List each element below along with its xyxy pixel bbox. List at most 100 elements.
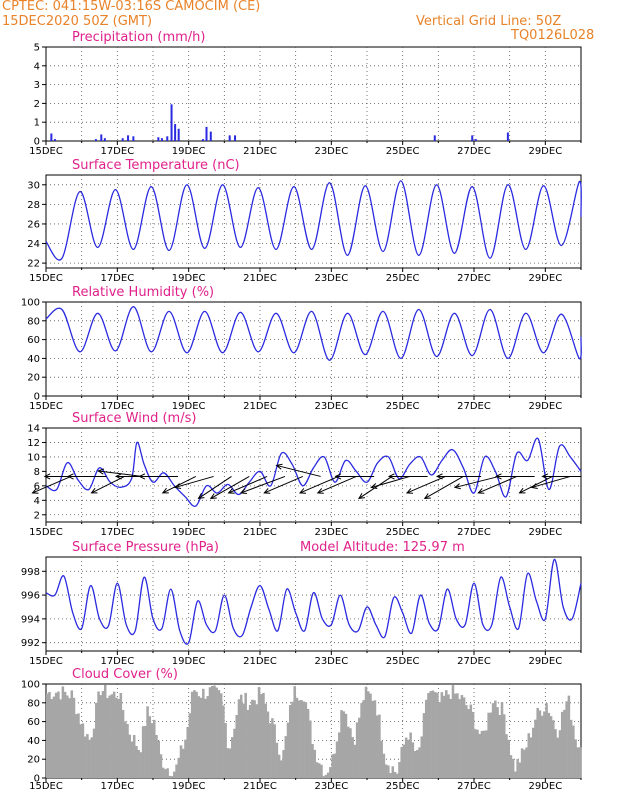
wind-vector-head — [66, 473, 74, 480]
humidity-ytick-label: 20 — [27, 373, 40, 384]
wind-vector-head — [197, 493, 205, 500]
precipitation-xtick-label: 27DEC — [457, 146, 491, 157]
cloud-bar — [101, 691, 105, 778]
cloud-bar — [280, 760, 283, 778]
cloud-bar — [331, 754, 334, 778]
cloud-bar — [271, 718, 274, 778]
cloud-bar — [496, 707, 499, 778]
cloud-bar — [186, 726, 189, 778]
cloud-bar — [222, 705, 225, 778]
cloud-bar — [453, 693, 457, 778]
cloud-bar — [193, 690, 196, 778]
cloud-bar — [264, 703, 267, 778]
cloud-ytick-label: 40 — [27, 736, 40, 747]
cloud-bar — [560, 711, 564, 778]
cloud-bar — [199, 697, 203, 778]
cloud-bar — [228, 748, 232, 778]
wind-vector-shaft — [98, 470, 143, 477]
cloud-bar — [188, 713, 192, 778]
precipitation-bar — [166, 136, 169, 141]
cloud-ytick-label: 100 — [21, 680, 40, 691]
cloud-bar — [476, 729, 479, 778]
cloud-bar — [117, 698, 120, 778]
cloud-bar — [387, 765, 390, 778]
wind-vector-shaft — [240, 475, 286, 494]
cloud-bar — [393, 771, 397, 778]
cloud-bar — [367, 691, 370, 778]
humidity-xtick-label: 27DEC — [457, 401, 491, 412]
cloud-bar — [360, 703, 363, 778]
cloud-bar — [545, 703, 548, 778]
precipitation-bar — [228, 135, 231, 141]
cloud-bar — [226, 748, 230, 778]
cloud-bar — [391, 766, 395, 778]
cloud-bar — [63, 691, 67, 778]
cloud-bar — [153, 719, 156, 778]
cloud-bar — [534, 719, 537, 778]
humidity-ytick-label: 60 — [27, 335, 40, 346]
cloud-bar — [284, 736, 288, 778]
cloud-bar — [61, 686, 65, 778]
cloud-bar — [175, 764, 178, 778]
temperature-series-line — [45, 180, 582, 261]
wind-vector-head — [90, 487, 98, 494]
cloud-bar — [315, 762, 319, 778]
cloud-bar — [128, 734, 132, 778]
humidity-xtick-label: 19DEC — [172, 401, 206, 412]
cloud-bar — [144, 726, 147, 778]
cloud-bar — [538, 710, 542, 778]
precipitation-ytick-label: 3 — [34, 80, 40, 91]
wind-vector-shaft — [174, 475, 214, 488]
cloud-bar — [547, 712, 551, 778]
cloud-bar — [369, 693, 372, 778]
wind-vector-shaft — [371, 475, 410, 488]
cloud-bar — [445, 690, 448, 778]
cloud-bar — [536, 707, 539, 778]
cloud-bar — [97, 691, 100, 778]
cloud-bar — [206, 696, 210, 778]
cloud-bar — [422, 713, 426, 778]
precipitation-bar — [506, 132, 509, 141]
wind-vector-shaft — [358, 476, 393, 499]
cloud-bar — [295, 697, 299, 778]
wind-vector-head — [387, 473, 395, 480]
cloud-bar — [511, 758, 515, 778]
cloud-bar — [416, 749, 419, 778]
cloud-bar — [429, 691, 432, 778]
wind-vector-head — [97, 468, 105, 475]
cloud-bar — [558, 730, 562, 778]
cloud-bar — [431, 690, 435, 778]
cloud-bar — [170, 776, 174, 778]
cloud-bar — [74, 714, 78, 778]
cloud-bar — [384, 764, 388, 778]
temperature-ytick-label: 24 — [27, 239, 40, 250]
cloud-bar — [500, 702, 504, 778]
cloud-xtick-label: 27DEC — [457, 781, 491, 792]
cloud-bar — [54, 692, 58, 778]
wind-vector-head — [334, 473, 342, 480]
wind-xtick-label: 27DEC — [457, 527, 491, 538]
wind-vector-head — [453, 483, 461, 490]
precipitation-bar — [177, 128, 180, 141]
cloud-bar — [106, 698, 109, 778]
wind-vector-head — [114, 473, 122, 480]
cloud-bar — [202, 688, 205, 778]
wind-vector-head — [435, 473, 443, 480]
cloud-bar — [505, 734, 508, 778]
cloud-bar — [50, 699, 53, 778]
cloud-bar — [313, 749, 317, 778]
cloud-bar — [456, 693, 459, 778]
cloud-bar — [195, 691, 198, 778]
cloud-bar — [333, 753, 337, 778]
cloud-bar — [124, 721, 127, 778]
cloud-bar — [217, 690, 221, 778]
precipitation-bar — [127, 135, 130, 141]
cloud-xtick-label: 25DEC — [386, 781, 420, 792]
cloud-bar — [520, 748, 524, 778]
cloud-bar — [235, 714, 239, 778]
cloud-bar — [83, 736, 87, 778]
cloud-bar — [213, 685, 216, 778]
humidity-ytick-label: 40 — [27, 354, 40, 365]
cloud-xtick-label: 17DEC — [100, 781, 134, 792]
cloud-bar — [181, 748, 185, 778]
